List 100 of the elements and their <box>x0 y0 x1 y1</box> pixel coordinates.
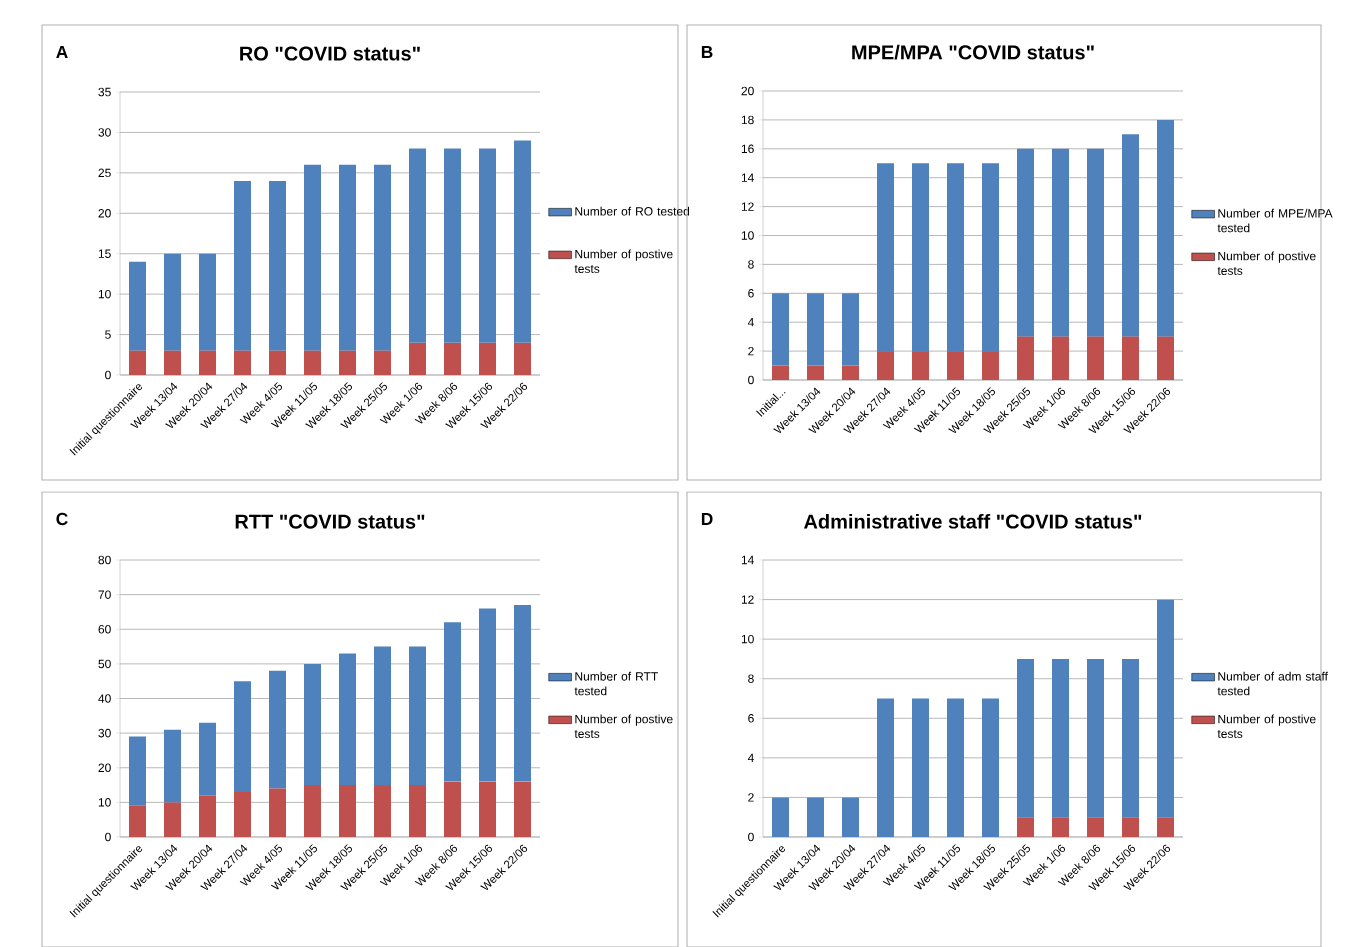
bar <box>444 148 461 343</box>
y-tick-label: 16 <box>741 144 754 154</box>
bar <box>304 663 321 786</box>
bar <box>269 180 286 351</box>
chart-title: MPE/MPA "COVID status" <box>852 44 1094 60</box>
bar <box>374 350 391 375</box>
y-tick-label: 70 <box>98 590 111 599</box>
bar <box>1052 658 1070 818</box>
y-tick-label: 0 <box>748 375 754 385</box>
bar <box>164 802 181 837</box>
y-tick-label: 0 <box>105 832 111 842</box>
y-tick-label: 2 <box>748 346 754 356</box>
bar <box>1087 817 1105 837</box>
y-tick-label: 20 <box>741 86 754 96</box>
text: B <box>701 46 713 58</box>
bar <box>339 785 356 837</box>
legend-label: Number of adm staff tested <box>1217 671 1328 696</box>
bar <box>772 293 790 366</box>
bar <box>514 140 531 343</box>
bar <box>514 605 531 782</box>
chart-title: RO "COVID status" <box>240 46 420 61</box>
y-tick-label: 30 <box>98 728 111 738</box>
bar <box>807 293 825 366</box>
y-tick-label: 80 <box>98 555 111 565</box>
y-tick-label: 10 <box>741 231 754 240</box>
bar <box>1122 336 1140 380</box>
y-tick-label: 12 <box>741 595 754 604</box>
bar <box>199 253 216 351</box>
y-tick-label: 25 <box>98 168 111 178</box>
bar <box>234 350 251 375</box>
bar <box>982 163 1000 352</box>
bar <box>199 350 216 375</box>
y-tick-label: 0 <box>105 370 111 380</box>
y-tick-label: 30 <box>98 128 111 137</box>
bar <box>304 350 321 375</box>
y-tick-label: 8 <box>748 260 754 269</box>
y-tick-label: 35 <box>98 87 111 97</box>
y-tick-label: 20 <box>98 209 111 218</box>
bar <box>129 736 146 806</box>
bar <box>479 608 496 782</box>
bar <box>912 351 930 380</box>
legend-label: Number of postive tests <box>574 714 673 738</box>
bar <box>164 253 181 351</box>
legend-label: Number of RTT tested <box>574 671 658 696</box>
legend-label: Number of postive tests <box>1217 714 1316 738</box>
chart-title: Administrative staff "COVID status" <box>803 513 1142 529</box>
bar <box>444 622 461 782</box>
bar <box>269 670 286 789</box>
legend-label: Number of postive tests <box>574 249 673 273</box>
bar <box>982 351 1000 380</box>
y-tick-label: 0 <box>748 832 754 842</box>
y-tick-label: 5 <box>105 330 111 339</box>
y-tick-label: 8 <box>748 674 754 683</box>
y-tick-label: 10 <box>98 289 111 299</box>
bar <box>479 342 496 375</box>
bar <box>912 163 930 352</box>
bar <box>877 698 895 837</box>
bar <box>514 781 531 837</box>
bar <box>409 646 426 786</box>
legend-label: Number of postive tests <box>1217 251 1316 275</box>
y-tick-label: 2 <box>748 793 754 802</box>
bar <box>947 351 965 380</box>
bar <box>842 293 860 366</box>
y-tick-label: 20 <box>98 763 111 773</box>
bar <box>269 788 286 837</box>
bar <box>374 164 391 351</box>
bar <box>1087 658 1105 818</box>
bar <box>1087 148 1105 337</box>
bar <box>807 797 825 837</box>
bar <box>1017 336 1035 380</box>
bar <box>129 805 146 837</box>
bar <box>444 342 461 375</box>
y-tick-label: 18 <box>741 115 754 125</box>
bar <box>269 350 286 375</box>
bar <box>479 781 496 837</box>
bar <box>877 163 895 352</box>
bar <box>164 729 181 803</box>
y-tick-label: 10 <box>98 798 111 807</box>
y-tick-label: 14 <box>741 173 754 182</box>
text: D <box>701 513 713 525</box>
bar <box>772 365 790 380</box>
y-tick-label: 14 <box>741 555 754 565</box>
bar <box>409 148 426 343</box>
text: A <box>56 46 68 58</box>
legend-label: Number of MPE/MPA tested <box>1217 208 1333 233</box>
text: C <box>56 512 68 526</box>
bar <box>1122 817 1140 837</box>
bar <box>1052 336 1070 380</box>
bar <box>877 351 895 380</box>
bar <box>1087 336 1105 380</box>
bar <box>234 791 251 837</box>
bar <box>1017 148 1035 337</box>
bar <box>479 148 496 343</box>
bar <box>304 785 321 837</box>
y-tick-label: 15 <box>98 249 111 258</box>
legend-label: Number of RO tested <box>575 206 690 216</box>
bar <box>444 781 461 837</box>
bar <box>339 350 356 375</box>
bar <box>947 163 965 352</box>
chart-title: RTT "COVID status" <box>235 514 425 529</box>
